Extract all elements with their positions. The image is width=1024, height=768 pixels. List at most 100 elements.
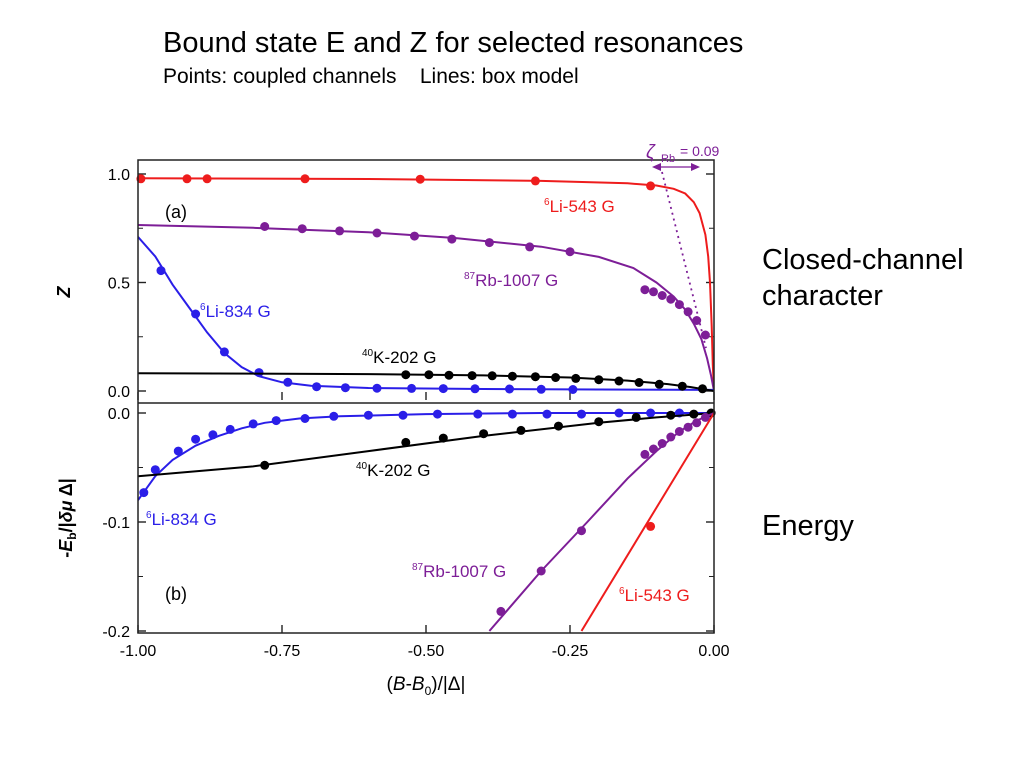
point-a-40k-202-g-7 bbox=[551, 373, 561, 382]
point-a-87rb-1007-g-1 bbox=[297, 224, 307, 234]
zeta-arrow-right bbox=[691, 163, 700, 171]
zeta-subscript: Rb bbox=[661, 153, 675, 165]
label-energy: Energy bbox=[762, 510, 854, 542]
point-b-6li-834-g-12 bbox=[433, 409, 442, 419]
point-b-40k-202-g-7 bbox=[631, 412, 641, 422]
point-b-6li-834-g-8 bbox=[300, 414, 310, 423]
point-b-6li-834-g-10 bbox=[363, 410, 373, 420]
point-a-6li-543-g-2 bbox=[202, 174, 212, 184]
point-b-6li-834-g-0 bbox=[139, 488, 149, 498]
curve-a-87rb-1007-g bbox=[138, 224, 714, 392]
point-b-87rb-1007-g-3 bbox=[640, 449, 650, 459]
panel-a: 0.0 0.5 1.0 bbox=[108, 167, 715, 401]
point-b-6li-834-g-15 bbox=[542, 409, 552, 419]
point-b-87rb-1007-g-2 bbox=[577, 526, 586, 536]
label-a-k202: 40K-202 G bbox=[362, 348, 436, 367]
label-b-li834: 6Li-834 G bbox=[146, 510, 217, 529]
point-a-40k-202-g-10 bbox=[614, 376, 624, 386]
point-a-40k-202-g-8 bbox=[571, 373, 581, 383]
xtick-label-4: 0.00 bbox=[698, 643, 729, 660]
point-a-87rb-1007-g-0 bbox=[260, 222, 270, 231]
slide-title: Bound state E and Z for selected resonan… bbox=[163, 27, 744, 59]
label-b-rb1007: 87Rb-1007 G bbox=[412, 562, 506, 581]
point-a-6li-834-g-8 bbox=[407, 383, 417, 393]
point-b-87rb-1007-g-1 bbox=[536, 566, 546, 576]
point-b-87rb-1007-g-8 bbox=[683, 422, 693, 432]
point-b-87rb-1007-g-7 bbox=[674, 427, 684, 436]
point-a-6li-834-g-3 bbox=[254, 368, 264, 378]
point-a-40k-202-g-6 bbox=[530, 372, 540, 382]
point-a-6li-834-g-5 bbox=[312, 382, 322, 392]
point-b-40k-202-g-5 bbox=[554, 421, 563, 431]
xtick-label-1: -0.75 bbox=[264, 643, 301, 660]
point-a-6li-834-g-10 bbox=[470, 384, 480, 394]
ytick-label-b-1: -0.1 bbox=[102, 515, 130, 532]
xtick-label-0: -1.00 bbox=[120, 643, 157, 660]
point-a-40k-202-g-3 bbox=[467, 371, 477, 381]
ytick-label-b-2: 0.0 bbox=[108, 406, 130, 423]
y-axis-label-b: -Eb/|δμ Δ| bbox=[56, 478, 79, 558]
point-b-40k-202-g-9 bbox=[689, 409, 699, 419]
point-b-6li-834-g-3 bbox=[191, 434, 201, 444]
point-a-6li-834-g-1 bbox=[191, 309, 201, 319]
point-b-6li-834-g-6 bbox=[248, 419, 258, 429]
point-a-40k-202-g-11 bbox=[634, 378, 644, 387]
point-a-87rb-1007-g-5 bbox=[447, 234, 457, 244]
subtitle-lines: Lines: box model bbox=[419, 65, 579, 88]
panel-a-label: (a) bbox=[165, 202, 187, 222]
point-a-6li-834-g-4 bbox=[283, 377, 293, 387]
point-a-87rb-1007-g-16 bbox=[700, 330, 710, 340]
point-b-40k-202-g-8 bbox=[666, 410, 676, 420]
ytick-label-a-2: 1.0 bbox=[108, 167, 130, 184]
panel-b-label: (b) bbox=[165, 584, 187, 604]
point-b-6li-834-g-5 bbox=[225, 424, 235, 434]
point-b-40k-202-g-3 bbox=[479, 429, 489, 439]
point-a-87rb-1007-g-6 bbox=[484, 238, 494, 248]
point-a-6li-834-g-11 bbox=[505, 384, 514, 394]
point-a-6li-834-g-0 bbox=[156, 266, 166, 276]
ytick-label-a-1: 0.5 bbox=[108, 276, 130, 293]
point-a-87rb-1007-g-10 bbox=[649, 287, 658, 297]
point-a-6li-834-g-13 bbox=[568, 385, 578, 394]
point-b-87rb-1007-g-10 bbox=[700, 412, 710, 422]
point-b-40k-202-g-0 bbox=[260, 460, 270, 470]
point-a-87rb-1007-g-4 bbox=[410, 231, 419, 241]
point-b-87rb-1007-g-9 bbox=[692, 418, 702, 428]
xtick-label-2: -0.50 bbox=[408, 643, 445, 660]
point-a-6li-543-g-4 bbox=[415, 174, 425, 184]
point-b-6li-834-g-9 bbox=[329, 411, 339, 421]
point-b-6li-834-g-2 bbox=[173, 446, 183, 456]
zeta-arrow-left bbox=[652, 163, 661, 171]
point-b-40k-202-g-6 bbox=[594, 417, 604, 427]
zeta-value: = 0.09 bbox=[680, 143, 720, 159]
point-b-87rb-1007-g-6 bbox=[666, 432, 676, 442]
point-a-87rb-1007-g-7 bbox=[525, 242, 535, 252]
point-a-40k-202-g-12 bbox=[654, 379, 664, 389]
point-a-6li-834-g-9 bbox=[438, 384, 448, 394]
point-a-40k-202-g-1 bbox=[424, 370, 434, 380]
point-a-40k-202-g-0 bbox=[401, 370, 411, 380]
point-a-40k-202-g-4 bbox=[487, 371, 497, 381]
point-b-6li-543-g-0 bbox=[646, 521, 656, 531]
curve-a-6li-543-g bbox=[138, 177, 714, 392]
point-b-87rb-1007-g-5 bbox=[657, 439, 667, 448]
point-a-87rb-1007-g-8 bbox=[565, 247, 575, 257]
point-b-6li-834-g-14 bbox=[507, 409, 517, 419]
point-a-6li-543-g-6 bbox=[646, 181, 656, 191]
point-a-6li-543-g-5 bbox=[530, 176, 540, 186]
point-a-87rb-1007-g-2 bbox=[335, 226, 345, 236]
point-a-87rb-1007-g-12 bbox=[666, 294, 676, 304]
panel-b: -0.2 -0.1 0.0 -1.00 -0.75 -0.50 -0.25 0.00 bbox=[102, 406, 729, 660]
point-b-6li-834-g-7 bbox=[271, 416, 281, 426]
point-b-6li-834-g-1 bbox=[150, 465, 160, 475]
point-a-40k-202-g-2 bbox=[444, 370, 454, 380]
point-a-40k-202-g-13 bbox=[677, 381, 687, 391]
point-b-6li-834-g-16 bbox=[577, 409, 586, 419]
label-a-rb1007: 87Rb-1007 G bbox=[464, 271, 558, 290]
point-b-6li-834-g-18 bbox=[646, 408, 656, 418]
point-a-6li-543-g-3 bbox=[300, 174, 310, 184]
point-b-6li-834-g-13 bbox=[473, 409, 483, 419]
xtick-label-3: -0.25 bbox=[552, 643, 589, 660]
point-a-87rb-1007-g-13 bbox=[674, 300, 684, 310]
